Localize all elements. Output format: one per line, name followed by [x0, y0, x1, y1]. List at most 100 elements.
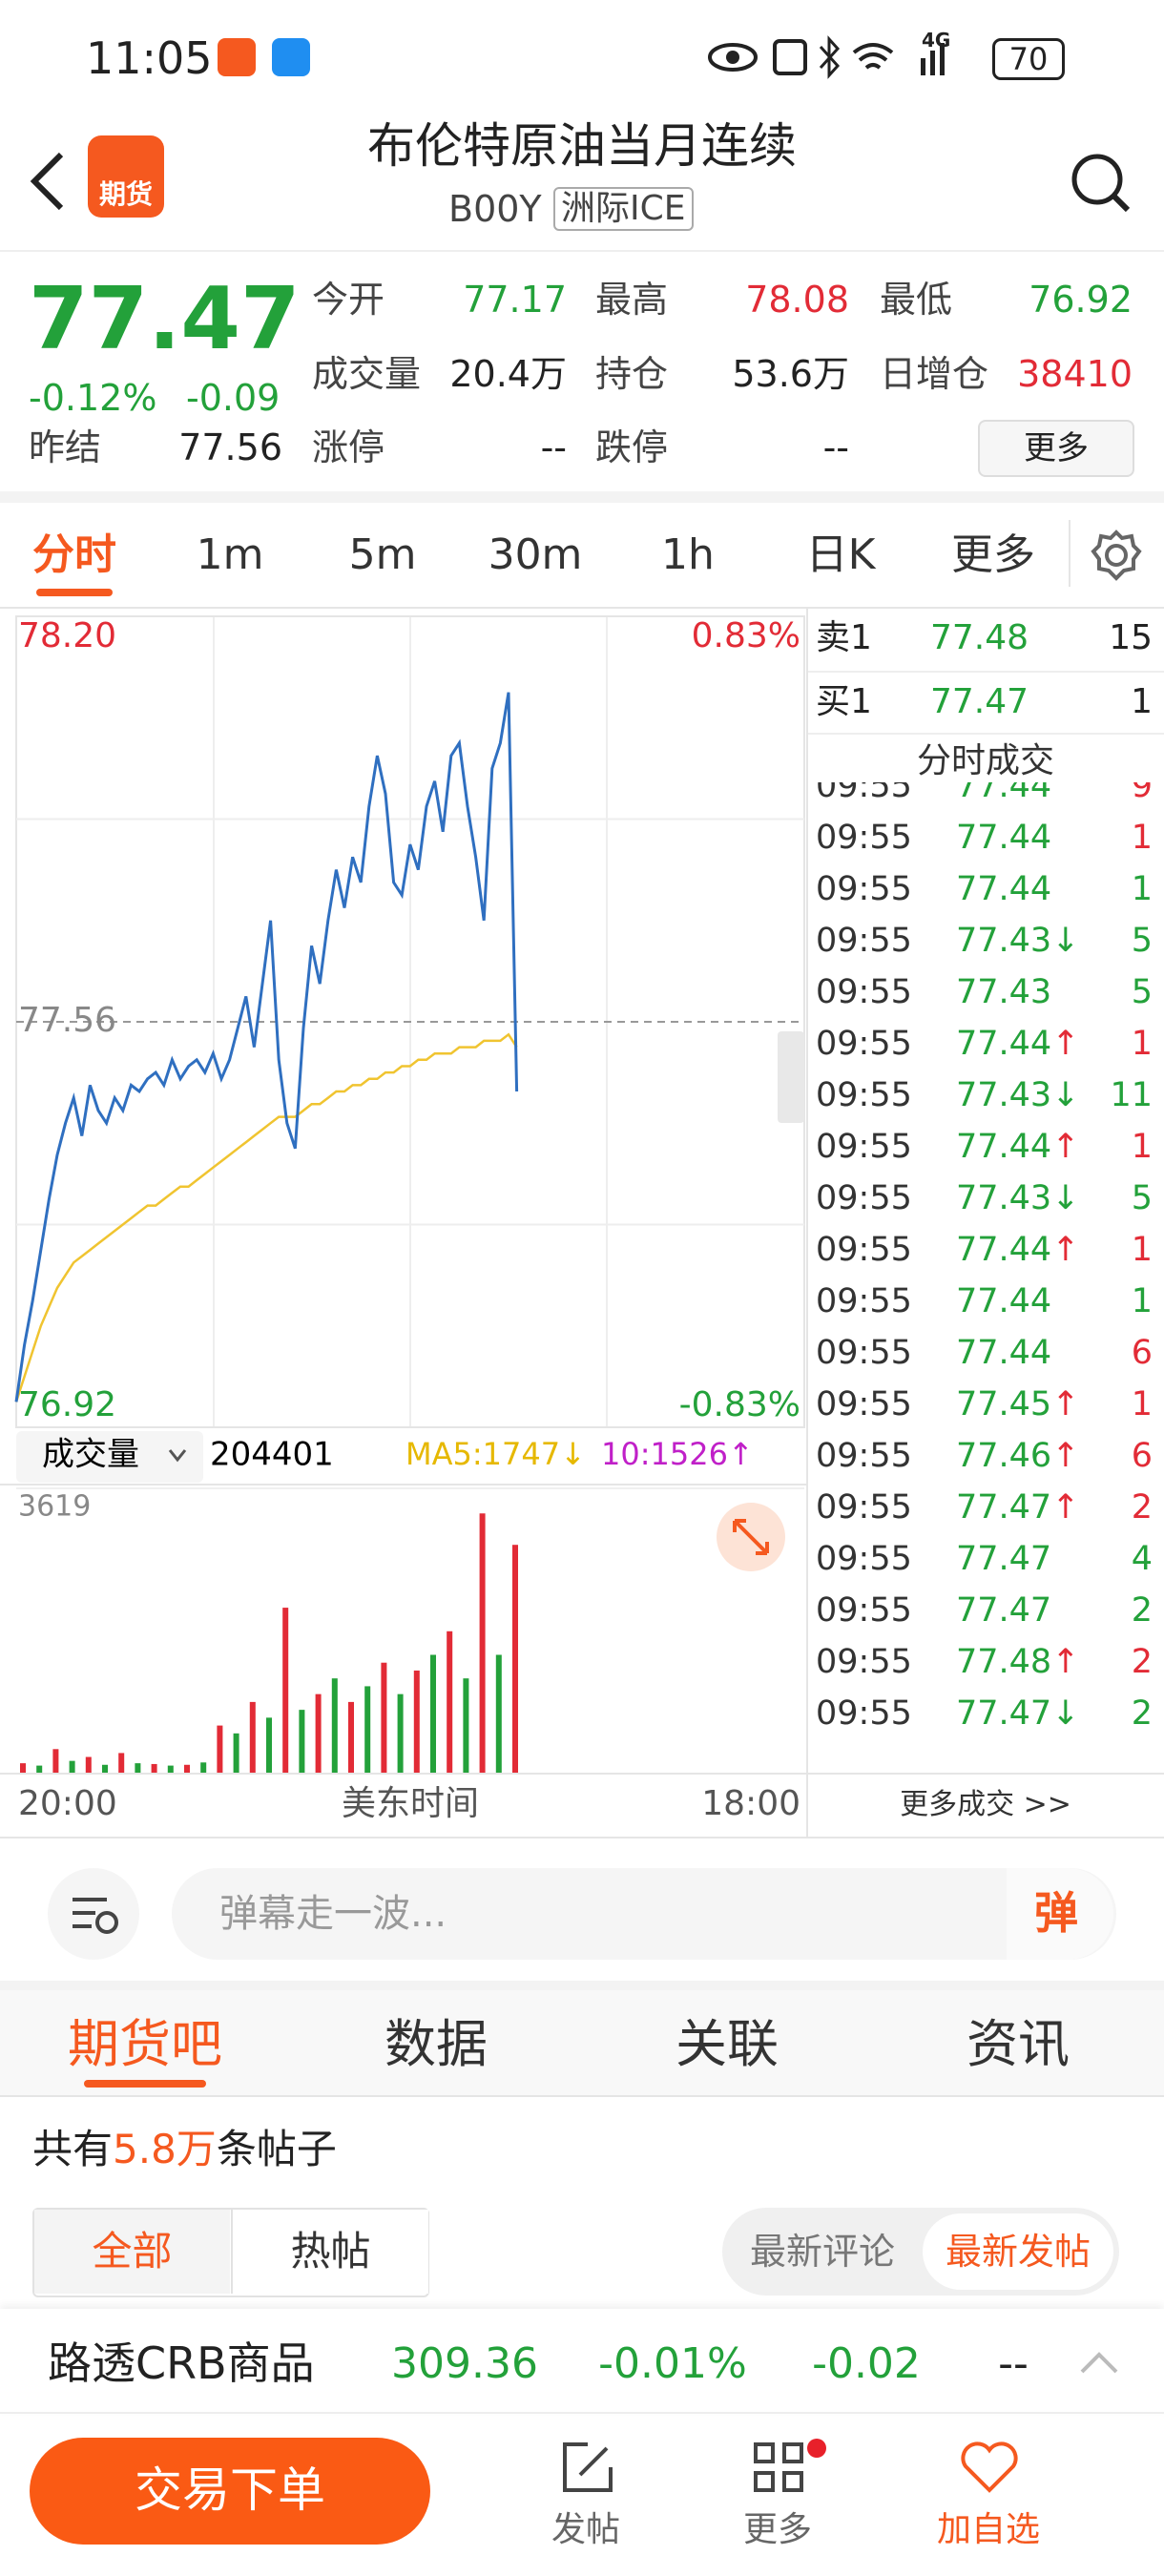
comment-input[interactable] — [172, 1868, 1116, 1960]
book-price: 77.48 — [930, 618, 1029, 657]
volume-bar — [348, 1701, 354, 1773]
trade-volume: 5 — [1131, 1179, 1153, 1217]
more-trades[interactable]: 更多成交 >> — [900, 1788, 1071, 1821]
period-tab[interactable]: 30m — [488, 530, 583, 579]
stat-label: 日增仓 — [880, 353, 989, 395]
volume-bar — [151, 1763, 157, 1773]
filter-group — [32, 2208, 429, 2297]
send-danmaku[interactable] — [1007, 1868, 1113, 1960]
volume-bar — [381, 1662, 387, 1773]
ticker-bar[interactable] — [0, 2309, 1164, 2414]
trade-volume: 1 — [1131, 1128, 1153, 1166]
trade-price: 77.44 — [956, 1334, 1052, 1372]
last-price: 77.47 — [29, 269, 301, 369]
period-tab[interactable]: 1m — [196, 530, 264, 579]
watchlist-icon[interactable] — [960, 2441, 1019, 2494]
settings-button[interactable] — [1090, 529, 1143, 582]
post-count: 共有5.8万条帖子 — [32, 2129, 337, 2170]
filter-tab[interactable]: 全部 — [34, 2210, 230, 2294]
action-label[interactable]: 加自选 — [936, 2510, 1041, 2549]
trade-price: 77.43↓ — [956, 922, 1080, 960]
volume-bar — [430, 1654, 436, 1773]
post-icon[interactable] — [559, 2439, 616, 2496]
trade-direction: ↑ — [1051, 1025, 1080, 1063]
stat-value: 76.92 — [1029, 279, 1133, 321]
divider — [806, 609, 808, 1838]
period-tab[interactable]: 1h — [661, 530, 715, 579]
more-button[interactable]: 更多 — [978, 420, 1134, 477]
volume-bar — [85, 1756, 92, 1773]
trade-time: 09:55 — [816, 1488, 912, 1527]
send-danmaku-label: 弹 — [1034, 1887, 1078, 1939]
filter-tab[interactable]: 热帖 — [231, 2210, 428, 2294]
volume-bar — [217, 1725, 223, 1773]
pct-label: 0.83% — [692, 616, 800, 655]
trade-direction: ↓ — [1051, 1076, 1080, 1114]
period-tab[interactable]: 分时 — [32, 530, 116, 579]
divider — [0, 2095, 1164, 2097]
trade-time: 09:55 — [816, 870, 912, 908]
stat-value: 38410 — [1017, 353, 1133, 395]
volume-bar — [282, 1608, 289, 1773]
x-tick-label: 18:00 — [701, 1784, 800, 1823]
change: -0.09 — [186, 377, 281, 419]
section-tab[interactable]: 关联 — [676, 2014, 779, 2074]
period-tab[interactable]: 更多 — [951, 530, 1035, 579]
action-label[interactable]: 更多 — [742, 2510, 813, 2549]
divider — [0, 250, 1164, 252]
trade-volume: 2 — [1131, 1694, 1153, 1733]
section-tabs-bg — [0, 1990, 1164, 2096]
section-tab[interactable]: 数据 — [385, 2014, 488, 2074]
divider — [808, 733, 1164, 735]
trade-direction: ↑ — [1051, 1488, 1080, 1527]
volume-selector[interactable] — [16, 1431, 203, 1483]
notification-icon — [218, 38, 256, 76]
volume-bar — [266, 1717, 272, 1773]
ticker-pct: -0.01% — [598, 2339, 747, 2388]
avg-line — [14, 1032, 518, 1402]
trade-price: 77.44↑ — [956, 1128, 1080, 1166]
volume-bar — [315, 1693, 322, 1773]
post-prefix: 共有 — [32, 2126, 114, 2172]
action-label[interactable]: 发帖 — [551, 2510, 621, 2549]
volume-selector-label: 成交量 — [42, 1436, 139, 1474]
volume-bar — [413, 1670, 420, 1773]
trade-button[interactable] — [30, 2438, 430, 2545]
ticker-name: 路透CRB商品 — [48, 2337, 315, 2389]
trade-time: 09:55 — [816, 1643, 912, 1681]
more-icon[interactable] — [750, 2439, 807, 2496]
back-button[interactable] — [27, 151, 69, 212]
badge-dot — [807, 2439, 826, 2458]
price-line — [14, 692, 519, 1402]
period-tab[interactable]: 日K — [805, 530, 876, 579]
trade-volume: 1 — [1131, 1385, 1153, 1423]
trade-volume: 5 — [1131, 973, 1153, 1011]
trade-direction: ↓ — [1051, 922, 1080, 960]
volume-bar — [200, 1762, 207, 1773]
y-tick-label: 3619 — [18, 1490, 91, 1524]
book-label: 买1 — [816, 682, 872, 721]
sort-tab[interactable]: 最新评论 — [749, 2231, 895, 2273]
trade-volume: 1 — [1131, 870, 1153, 908]
book-qty: 1 — [1131, 682, 1153, 721]
volume-bar — [102, 1764, 108, 1773]
active-tab-indicator — [84, 2080, 206, 2088]
trade-price: 77.46↑ — [956, 1437, 1080, 1475]
divider — [0, 1981, 1164, 1990]
expand-ticker[interactable] — [1078, 2349, 1120, 2378]
section-tab[interactable]: 资讯 — [967, 2014, 1070, 2074]
y-tick-label: 77.56 — [18, 1001, 116, 1040]
ticker-change: -0.02 — [812, 2339, 921, 2388]
volume-bar — [463, 1678, 469, 1773]
trade-volume: 9 — [1131, 782, 1153, 805]
sort-tab[interactable]: 最新发帖 — [923, 2213, 1113, 2290]
trade-button-label: 交易下单 — [135, 2462, 325, 2518]
trade-volume: 1 — [1131, 819, 1153, 857]
trade-volume: 1 — [1131, 1025, 1153, 1063]
period-tab[interactable]: 5m — [348, 530, 417, 579]
section-tab[interactable]: 期货吧 — [68, 2014, 222, 2074]
divider — [0, 607, 1164, 609]
search-button[interactable] — [1069, 151, 1135, 218]
trade-price: 77.43 — [956, 973, 1052, 1011]
